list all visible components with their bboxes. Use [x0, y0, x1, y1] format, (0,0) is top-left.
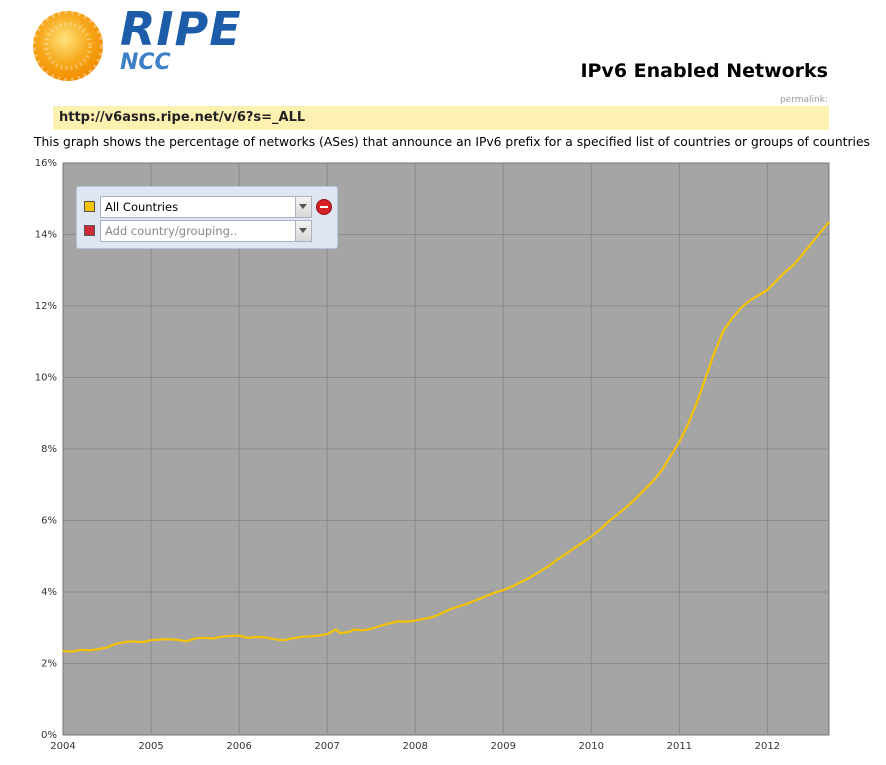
permalink-url[interactable]: http://v6asns.ripe.net/v/6?s=_ALL	[59, 110, 306, 125]
logo-title: RIPE	[120, 2, 242, 56]
x-tick-label: 2006	[226, 741, 251, 752]
chevron-down-icon[interactable]	[295, 197, 311, 217]
series-line-all-countries	[62, 221, 830, 653]
country-selector-panel: All Countries Add country/grouping..	[76, 186, 338, 249]
y-tick-label: 12%	[35, 301, 57, 312]
y-tick-label: 16%	[35, 158, 57, 169]
x-tick-label: 2008	[402, 741, 427, 752]
logo-subtitle: NCC	[120, 50, 171, 75]
series-color-swatch[interactable]	[84, 225, 95, 236]
x-tick-label: 2007	[314, 741, 339, 752]
remove-series-button[interactable]	[316, 199, 332, 215]
series-color-swatch[interactable]	[84, 201, 95, 212]
legend-row-add: Add country/grouping..	[84, 220, 334, 242]
legend-row-all-countries: All Countries	[84, 196, 334, 218]
permalink-label: permalink:	[779, 95, 828, 105]
y-tick-label: 14%	[35, 230, 57, 241]
ipv6-line-chart: 0% 2% 4% 6% 8% 10% 12% 14% 16% 2004 2005 2006 2007 20…	[35, 158, 830, 752]
x-tick-label: 2009	[491, 741, 516, 752]
ripe-logo-sun-icon	[30, 8, 106, 84]
chart-description: This graph shows the percentage of netwo…	[34, 135, 870, 149]
country-select-value: All Countries	[105, 200, 179, 214]
y-tick-label: 8%	[41, 444, 57, 455]
y-tick-label: 6%	[41, 516, 57, 527]
y-tick-label: 10%	[35, 373, 57, 384]
x-tick-label: 2012	[755, 741, 780, 752]
y-tick-label: 0%	[41, 730, 57, 741]
add-country-placeholder: Add country/grouping..	[105, 224, 238, 238]
x-tick-label: 2011	[667, 741, 692, 752]
add-country-select[interactable]: Add country/grouping..	[100, 220, 312, 242]
page-title: IPv6 Enabled Networks	[580, 60, 828, 82]
permalink-url-bar: http://v6asns.ripe.net/v/6?s=_ALL	[53, 106, 829, 130]
y-tick-label: 2%	[41, 659, 57, 670]
country-select[interactable]: All Countries	[100, 196, 312, 218]
x-tick-label: 2010	[579, 741, 604, 752]
y-tick-label: 4%	[41, 587, 57, 598]
x-tick-label: 2004	[50, 741, 75, 752]
chevron-down-icon[interactable]	[295, 221, 311, 241]
x-tick-label: 2005	[138, 741, 163, 752]
